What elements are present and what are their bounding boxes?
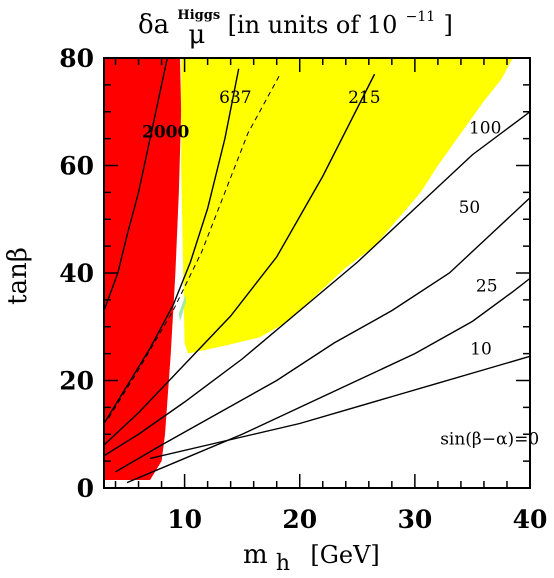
contour-line-215 bbox=[103, 73, 376, 446]
contour-label-50: 50 bbox=[459, 198, 481, 218]
contour-label-100: 100 bbox=[469, 118, 501, 138]
contour-label-10: 10 bbox=[470, 340, 492, 360]
contour-line-50 bbox=[115, 197, 531, 473]
contour-lines bbox=[103, 57, 531, 484]
title-suffix: [in units of 10 bbox=[228, 11, 398, 39]
contour-line-637 bbox=[103, 68, 240, 424]
green-region bbox=[178, 294, 186, 322]
x-tick-label: 30 bbox=[397, 505, 432, 534]
y-axis-label: tanβ bbox=[3, 247, 33, 305]
contour-label-637: 637 bbox=[219, 88, 251, 108]
x-tick-label: 20 bbox=[282, 505, 317, 534]
contour-line-100 bbox=[103, 111, 531, 457]
title-subscript: μ bbox=[188, 20, 205, 50]
title-prefix: δa bbox=[138, 10, 169, 40]
contour-line-25 bbox=[126, 277, 531, 484]
chart-title: δa Higgs μ [in units of 10 −11 ] bbox=[138, 0, 453, 50]
tick-labels: 10 20 30 40 0 20 40 60 80 bbox=[59, 44, 547, 534]
title-close: ] bbox=[443, 11, 452, 39]
plot-regions bbox=[104, 58, 513, 480]
y-tick-label: 60 bbox=[59, 152, 94, 181]
x-axis-label-unit: [GeV] bbox=[310, 541, 379, 569]
contour-line-10 bbox=[149, 355, 531, 460]
contour-label-215: 215 bbox=[348, 88, 380, 108]
title-exponent: −11 bbox=[406, 9, 436, 25]
yellow-region bbox=[181, 58, 513, 354]
contour-line-dashed bbox=[108, 73, 281, 419]
x-axis-label-main: m bbox=[243, 540, 268, 570]
x-tick-label: 10 bbox=[167, 505, 202, 534]
axis-ticks bbox=[104, 57, 531, 489]
y-tick-label: 0 bbox=[77, 474, 94, 503]
contour-label-2000: 2000 bbox=[142, 123, 189, 143]
x-axis-label: m h [GeV] bbox=[243, 540, 380, 577]
y-tick-label: 80 bbox=[59, 44, 94, 73]
y-tick-label: 40 bbox=[59, 259, 94, 288]
red-excluded-region bbox=[104, 58, 182, 480]
y-tick-label: 20 bbox=[59, 367, 94, 396]
x-tick-label: 40 bbox=[513, 505, 548, 534]
contour-label-25: 25 bbox=[476, 276, 498, 296]
sin-beta-alpha-annotation: sin(β−α)=0 bbox=[440, 429, 539, 449]
x-axis-label-subscript: h bbox=[276, 551, 290, 576]
contour-labels: 2000 637 215 100 50 25 10 bbox=[142, 88, 501, 360]
